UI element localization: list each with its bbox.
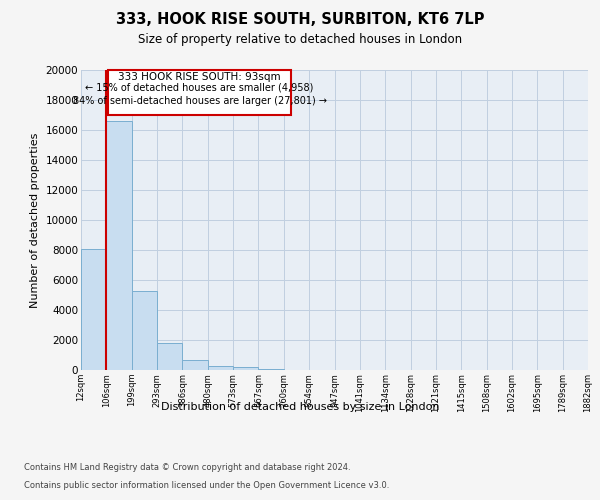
Bar [106,121,132,370]
Text: ← 15% of detached houses are smaller (4,958): ← 15% of detached houses are smaller (4,… [85,83,314,93]
Bar [81,248,106,370]
Bar [182,360,208,370]
Text: 333 HOOK RISE SOUTH: 93sqm: 333 HOOK RISE SOUTH: 93sqm [118,72,281,82]
Text: Distribution of detached houses by size in London: Distribution of detached houses by size … [161,402,439,412]
Bar [107,70,292,115]
Text: 333, HOOK RISE SOUTH, SURBITON, KT6 7LP: 333, HOOK RISE SOUTH, SURBITON, KT6 7LP [116,12,484,28]
Bar [259,368,284,370]
Text: Contains HM Land Registry data © Crown copyright and database right 2024.: Contains HM Land Registry data © Crown c… [24,464,350,472]
Bar [157,343,182,370]
Text: Contains public sector information licensed under the Open Government Licence v3: Contains public sector information licen… [24,481,389,490]
Text: 84% of semi-detached houses are larger (27,801) →: 84% of semi-detached houses are larger (… [73,96,326,106]
Bar [233,367,259,370]
Bar [132,290,157,370]
Text: Size of property relative to detached houses in London: Size of property relative to detached ho… [138,32,462,46]
Y-axis label: Number of detached properties: Number of detached properties [30,132,40,308]
Bar [208,366,233,370]
